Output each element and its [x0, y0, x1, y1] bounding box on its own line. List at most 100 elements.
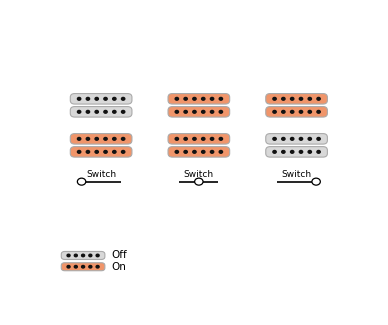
Circle shape [282, 98, 285, 100]
Circle shape [282, 111, 285, 113]
Circle shape [312, 178, 320, 185]
Circle shape [175, 111, 178, 113]
Circle shape [308, 150, 312, 153]
Circle shape [202, 98, 205, 100]
Circle shape [273, 111, 276, 113]
Circle shape [193, 150, 196, 153]
FancyBboxPatch shape [266, 107, 327, 117]
Circle shape [67, 266, 70, 268]
FancyBboxPatch shape [61, 252, 105, 259]
Circle shape [113, 98, 116, 100]
Circle shape [184, 111, 187, 113]
Circle shape [291, 150, 294, 153]
Circle shape [96, 254, 99, 257]
Circle shape [308, 98, 312, 100]
FancyBboxPatch shape [168, 134, 230, 144]
Circle shape [113, 150, 116, 153]
Circle shape [193, 111, 196, 113]
Circle shape [113, 137, 116, 140]
Circle shape [184, 150, 187, 153]
Circle shape [299, 150, 303, 153]
Circle shape [210, 150, 214, 153]
Circle shape [121, 111, 125, 113]
Circle shape [317, 111, 320, 113]
Circle shape [273, 98, 276, 100]
FancyBboxPatch shape [168, 107, 230, 117]
Circle shape [89, 266, 92, 268]
Circle shape [299, 137, 303, 140]
Circle shape [193, 98, 196, 100]
Circle shape [291, 137, 294, 140]
Circle shape [74, 254, 77, 257]
Circle shape [202, 111, 205, 113]
FancyBboxPatch shape [266, 147, 327, 157]
Text: Switch: Switch [184, 170, 214, 179]
Circle shape [175, 150, 178, 153]
Circle shape [210, 111, 214, 113]
Circle shape [282, 150, 285, 153]
Circle shape [74, 266, 77, 268]
Circle shape [67, 254, 70, 257]
Circle shape [219, 137, 223, 140]
Circle shape [273, 150, 276, 153]
Text: On: On [112, 262, 126, 272]
Circle shape [219, 150, 223, 153]
FancyBboxPatch shape [168, 147, 230, 157]
Circle shape [81, 266, 85, 268]
Circle shape [86, 111, 90, 113]
Circle shape [291, 98, 294, 100]
Circle shape [95, 137, 99, 140]
Circle shape [86, 98, 90, 100]
Circle shape [78, 150, 81, 153]
Circle shape [86, 150, 90, 153]
Circle shape [78, 111, 81, 113]
Circle shape [317, 150, 320, 153]
Circle shape [184, 98, 187, 100]
Text: Switch: Switch [282, 170, 312, 179]
Circle shape [175, 98, 178, 100]
Circle shape [81, 254, 85, 257]
Circle shape [104, 98, 107, 100]
Circle shape [184, 137, 187, 140]
Text: Switch: Switch [86, 170, 116, 179]
Circle shape [193, 137, 196, 140]
Circle shape [299, 111, 303, 113]
Circle shape [104, 111, 107, 113]
FancyBboxPatch shape [266, 134, 327, 144]
FancyBboxPatch shape [168, 94, 230, 104]
Circle shape [210, 98, 214, 100]
FancyBboxPatch shape [70, 94, 132, 104]
FancyBboxPatch shape [70, 134, 132, 144]
Circle shape [317, 98, 320, 100]
FancyBboxPatch shape [70, 147, 132, 157]
Circle shape [202, 137, 205, 140]
Circle shape [219, 98, 223, 100]
Circle shape [175, 137, 178, 140]
FancyBboxPatch shape [70, 107, 132, 117]
Circle shape [77, 178, 86, 185]
Circle shape [308, 137, 312, 140]
Circle shape [113, 111, 116, 113]
Circle shape [195, 178, 203, 185]
Circle shape [89, 254, 92, 257]
Circle shape [95, 150, 99, 153]
Circle shape [96, 266, 99, 268]
Circle shape [202, 150, 205, 153]
FancyBboxPatch shape [266, 94, 327, 104]
Text: Off: Off [112, 251, 127, 260]
Circle shape [317, 137, 320, 140]
Circle shape [95, 111, 99, 113]
Circle shape [273, 137, 276, 140]
Circle shape [78, 98, 81, 100]
Circle shape [104, 150, 107, 153]
Circle shape [104, 137, 107, 140]
Circle shape [210, 137, 214, 140]
Circle shape [78, 137, 81, 140]
Circle shape [308, 111, 312, 113]
Circle shape [121, 137, 125, 140]
Circle shape [282, 137, 285, 140]
Circle shape [95, 98, 99, 100]
Circle shape [219, 111, 223, 113]
Circle shape [121, 98, 125, 100]
FancyBboxPatch shape [61, 263, 105, 271]
